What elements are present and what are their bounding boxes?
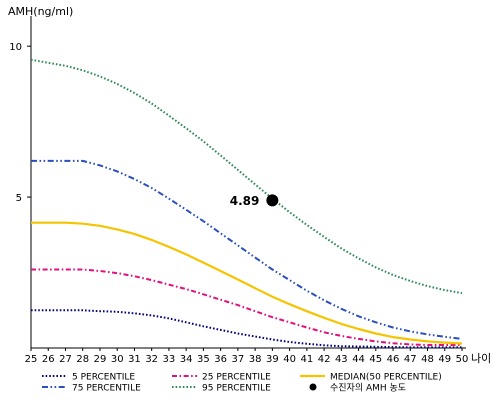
x-axis-title: 나이	[471, 352, 491, 365]
x-tick-label: 36	[214, 354, 227, 365]
legend-point-marker	[309, 383, 317, 391]
x-tick-label: 45	[369, 354, 382, 365]
x-tick-label: 37	[232, 354, 245, 365]
legend-label: 25 PERCENTILE	[202, 373, 271, 383]
x-tick-label: 27	[59, 354, 72, 365]
y-ticks: 5 10	[9, 42, 31, 204]
x-tick-label: 49	[438, 354, 451, 365]
legend-label: 5 PERCENTILE	[72, 373, 135, 383]
x-tick-label: 26	[42, 354, 55, 365]
x-tick-label: 35	[197, 354, 210, 365]
x-tick-label: 50	[456, 354, 469, 365]
x-tick-label: 42	[318, 354, 331, 365]
x-tick-label: 33	[163, 354, 176, 365]
x-tick-label: 32	[145, 354, 158, 365]
patient-amh-point	[266, 194, 279, 207]
x-tick-label: 25	[25, 354, 38, 365]
x-tick-label: 30	[111, 354, 124, 365]
series-line-95-percentile	[30, 58, 463, 295]
series-line-25-percentile	[31, 268, 462, 346]
x-tick-label: 34	[180, 354, 193, 365]
x-tick-label: 28	[76, 354, 89, 365]
x-tick-label: 48	[421, 354, 434, 365]
x-tick-label: 46	[387, 354, 400, 365]
legend: 5 PERCENTILE 25 PERCENTILE MEDIAN(50 PERCE…	[42, 373, 442, 394]
x-tick-label: 44	[352, 354, 365, 365]
x-tick-label: 43	[335, 354, 348, 365]
series-line-75-percentile	[31, 159, 463, 340]
patient-amh-value-label: 4.89	[230, 194, 260, 208]
legend-label: 75 PERCENTILE	[72, 384, 141, 394]
series-line-median-50-percentile	[31, 221, 463, 345]
series-lines	[30, 58, 463, 349]
y-tick-label: 10	[9, 42, 22, 53]
x-tick-label: 39	[266, 354, 279, 365]
legend-label: 수진자의 AMH 농도	[330, 383, 406, 394]
x-tick-label: 47	[404, 354, 417, 365]
y-axis-title: AMH(ng/ml)	[8, 5, 73, 18]
legend-label: MEDIAN(50 PERCENTILE)	[330, 373, 442, 383]
x-ticks: 25 26 27 28 29 30 31 32 33 34 35 36 37 38 39 40 41 42 43 44…	[25, 348, 469, 365]
legend-label: 95 PERCENTILE	[202, 384, 271, 394]
x-tick-label: 29	[94, 354, 107, 365]
x-tick-label: 41	[300, 354, 313, 365]
x-tick-label: 40	[283, 354, 296, 365]
x-tick-label: 31	[128, 354, 141, 365]
y-tick-label: 5	[16, 193, 22, 204]
x-tick-label: 38	[249, 354, 262, 365]
data-points: 4.89	[230, 194, 279, 208]
